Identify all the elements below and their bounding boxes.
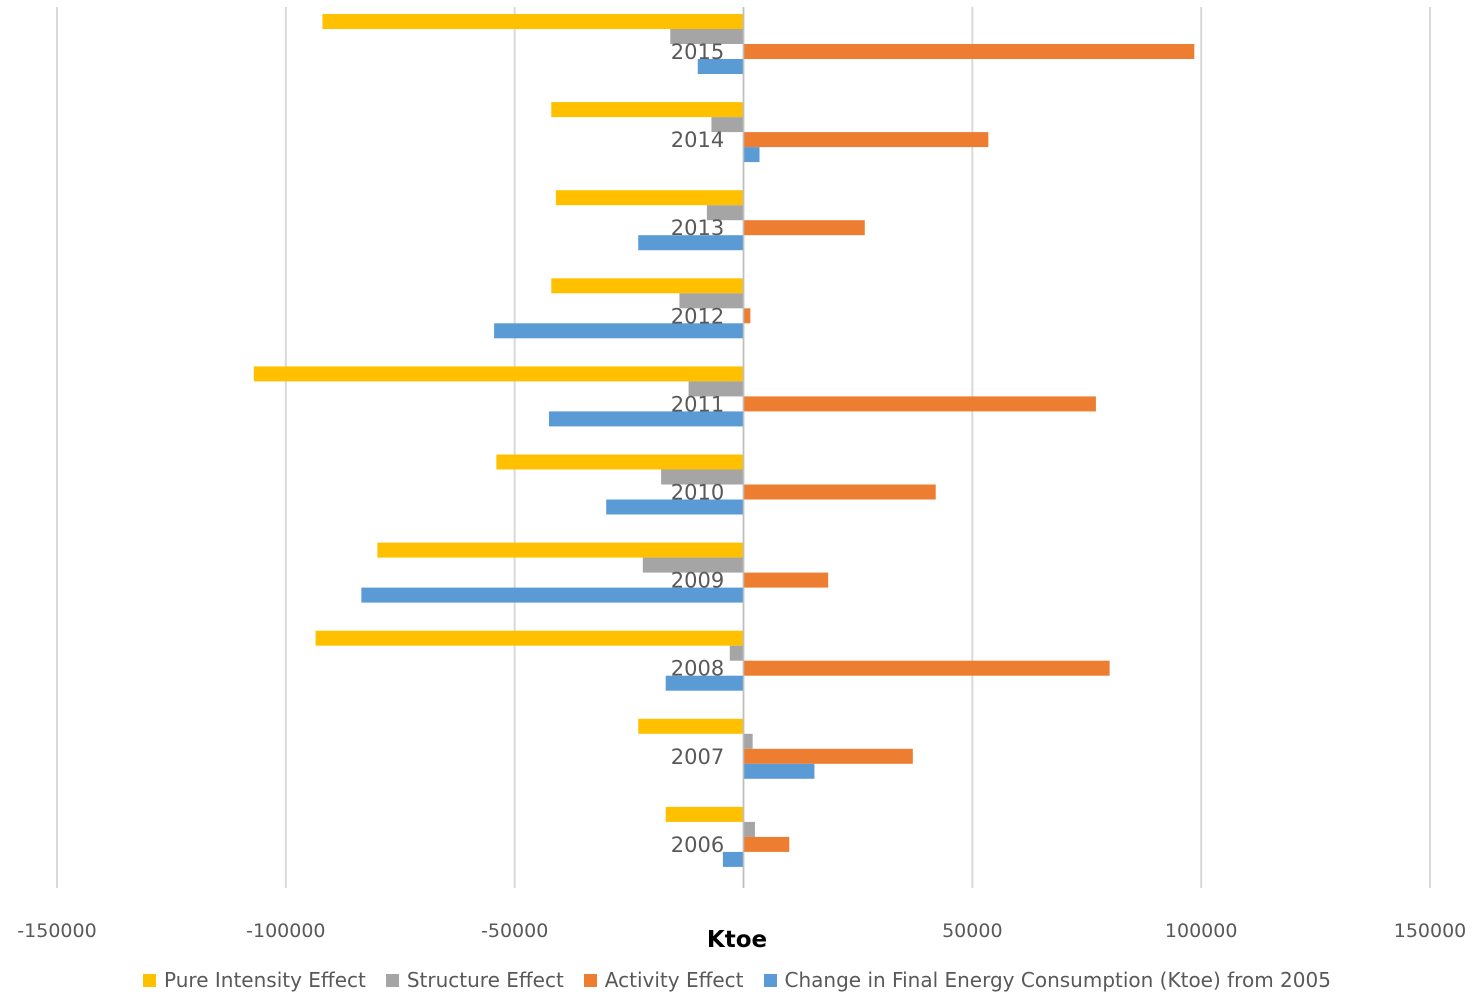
x-tick-label: -150000 bbox=[17, 920, 96, 942]
category-label: 2015 bbox=[671, 40, 724, 64]
legend-swatch bbox=[763, 973, 777, 987]
bar bbox=[743, 147, 760, 163]
legend-label: Change in Final Energy Consumption (Ktoe… bbox=[784, 968, 1331, 992]
x-tick-label: 100000 bbox=[1165, 920, 1238, 942]
bar bbox=[551, 102, 744, 118]
bar bbox=[642, 557, 744, 573]
bar bbox=[661, 469, 744, 485]
bar bbox=[688, 381, 744, 397]
x-tick-label: -50000 bbox=[481, 920, 548, 942]
category-label: 2006 bbox=[671, 833, 724, 857]
x-axis-title: Ktoe bbox=[707, 927, 767, 953]
bar bbox=[253, 366, 744, 382]
chart: 2015 2014 2013 2012 2011 2010 2009 2008 2007 2006… bbox=[17, 7, 1466, 953]
bar bbox=[743, 396, 1096, 412]
bar bbox=[665, 675, 744, 691]
bar bbox=[322, 14, 744, 29]
legend-swatch bbox=[583, 973, 597, 987]
bar bbox=[315, 630, 744, 646]
bar bbox=[743, 660, 1110, 676]
category-label: 2010 bbox=[671, 481, 724, 505]
bar bbox=[743, 308, 751, 324]
bar bbox=[496, 454, 744, 470]
bar bbox=[743, 763, 815, 779]
bar bbox=[743, 572, 829, 588]
bar bbox=[743, 132, 989, 148]
legend-label: Activity Effect bbox=[604, 968, 744, 992]
category-label: 2008 bbox=[671, 657, 724, 681]
bar bbox=[679, 293, 744, 309]
x-tick-label: -100000 bbox=[246, 920, 325, 942]
bar bbox=[670, 29, 744, 44]
bar bbox=[638, 718, 744, 734]
legend-item: Pure Intensity Effect bbox=[143, 968, 366, 992]
bar bbox=[711, 117, 744, 133]
legend: Pure Intensity Effect Structure Effect Act… bbox=[0, 968, 1474, 992]
bar bbox=[743, 484, 936, 500]
bar bbox=[743, 220, 865, 236]
legend-label: Pure Intensity Effect bbox=[164, 968, 366, 992]
bar bbox=[361, 587, 744, 603]
category-label: 2014 bbox=[671, 128, 724, 152]
bar bbox=[743, 821, 755, 837]
bar bbox=[743, 748, 913, 764]
bar bbox=[606, 499, 744, 515]
legend-swatch bbox=[143, 973, 157, 987]
legend-item: Activity Effect bbox=[583, 968, 744, 992]
bar bbox=[743, 44, 1195, 59]
bar bbox=[665, 806, 744, 822]
bar bbox=[555, 190, 744, 206]
legend-label: Structure Effect bbox=[406, 968, 564, 992]
bar bbox=[548, 411, 744, 427]
bar bbox=[494, 323, 744, 339]
category-labels: 2015 2014 2013 2012 2011 2010 2009 2008 2007 2006 bbox=[671, 40, 724, 857]
bar bbox=[697, 59, 744, 74]
legend-item: Structure Effect bbox=[385, 968, 564, 992]
bar bbox=[551, 278, 744, 294]
bar bbox=[377, 542, 744, 558]
legend-swatch bbox=[385, 973, 399, 987]
legend-item: Change in Final Energy Consumption (Ktoe… bbox=[763, 968, 1331, 992]
category-label: 2007 bbox=[671, 745, 724, 769]
x-tick-label: 150000 bbox=[1394, 920, 1467, 942]
category-label: 2013 bbox=[671, 216, 724, 240]
bars bbox=[253, 14, 1195, 867]
category-label: 2011 bbox=[671, 392, 724, 416]
x-tick-labels: -150000 -100000 -50000 50000 100000 150000 bbox=[17, 920, 1466, 942]
bar bbox=[729, 645, 744, 661]
bar bbox=[722, 851, 744, 867]
category-label: 2012 bbox=[671, 304, 724, 328]
bar bbox=[706, 205, 744, 221]
bar bbox=[743, 733, 753, 749]
bar bbox=[638, 235, 744, 251]
bar bbox=[743, 836, 790, 852]
x-tick-label: 50000 bbox=[942, 920, 1002, 942]
category-label: 2009 bbox=[671, 569, 724, 593]
